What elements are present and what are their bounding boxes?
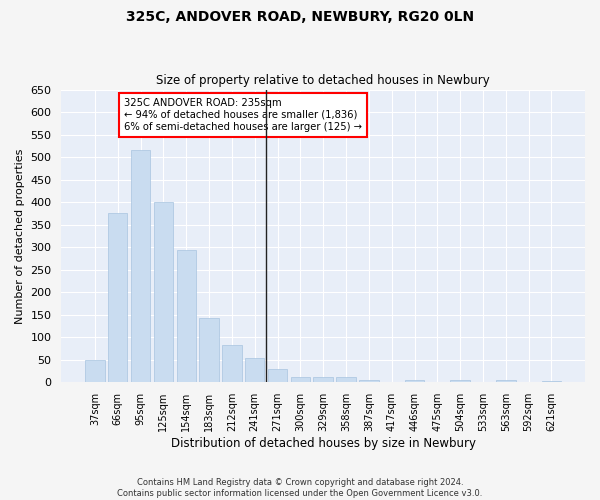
- Text: 325C ANDOVER ROAD: 235sqm
← 94% of detached houses are smaller (1,836)
6% of sem: 325C ANDOVER ROAD: 235sqm ← 94% of detac…: [124, 98, 362, 132]
- Bar: [222, 346, 242, 383]
- Bar: [268, 370, 287, 382]
- Text: Contains HM Land Registry data © Crown copyright and database right 2024.
Contai: Contains HM Land Registry data © Crown c…: [118, 478, 482, 498]
- Bar: [154, 202, 173, 382]
- Bar: [108, 214, 127, 382]
- Title: Size of property relative to detached houses in Newbury: Size of property relative to detached ho…: [157, 74, 490, 87]
- Bar: [85, 360, 104, 382]
- Bar: [496, 380, 515, 382]
- Bar: [405, 380, 424, 382]
- Y-axis label: Number of detached properties: Number of detached properties: [15, 148, 25, 324]
- Bar: [313, 378, 333, 382]
- Bar: [290, 378, 310, 382]
- Text: 325C, ANDOVER ROAD, NEWBURY, RG20 0LN: 325C, ANDOVER ROAD, NEWBURY, RG20 0LN: [126, 10, 474, 24]
- Bar: [199, 318, 219, 382]
- X-axis label: Distribution of detached houses by size in Newbury: Distribution of detached houses by size …: [171, 437, 476, 450]
- Bar: [359, 380, 379, 382]
- Bar: [245, 358, 265, 382]
- Bar: [176, 250, 196, 382]
- Bar: [451, 380, 470, 382]
- Bar: [542, 380, 561, 382]
- Bar: [131, 150, 150, 382]
- Bar: [337, 378, 356, 382]
